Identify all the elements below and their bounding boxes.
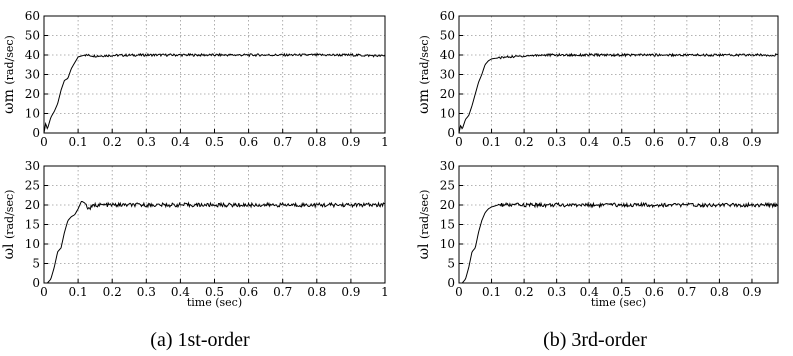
- y-tick-label: 50: [440, 29, 455, 43]
- x-tick-label: 0.7: [677, 285, 696, 299]
- y-tick-label: 40: [440, 48, 455, 62]
- x-tick-label: 0.1: [69, 285, 88, 299]
- x-tick-label: 0: [455, 285, 463, 299]
- y-tick-label: 0: [447, 126, 455, 140]
- x-tick-label: 0.2: [515, 135, 534, 149]
- x-tick-label: 0: [40, 285, 48, 299]
- x-tick-label: 0.5: [612, 135, 631, 149]
- x-tick-label: 0.1: [69, 135, 88, 149]
- x-tick-label: 0.8: [307, 285, 326, 299]
- x-tick-label: 0.7: [273, 135, 292, 149]
- x-tick-label: 0.8: [710, 135, 729, 149]
- y-tick-label: 5: [32, 257, 40, 271]
- series-line: [458, 52, 779, 134]
- x-tick-label: 0.1: [482, 285, 501, 299]
- y-tick-label: 20: [440, 198, 455, 212]
- y-tick-label: 15: [440, 218, 455, 232]
- x-tick-label: 0.4: [580, 285, 599, 299]
- series-line: [459, 201, 779, 284]
- caption-a: (a) 1st-order: [150, 329, 250, 351]
- plot-frame: [43, 165, 386, 284]
- plot-frame: [43, 15, 386, 134]
- y-tick-label: 30: [440, 159, 455, 173]
- x-tick-label: 1: [381, 285, 389, 299]
- x-axis-label: time (sec): [187, 296, 242, 309]
- y-tick-label: 10: [440, 107, 455, 121]
- y-tick-label: 10: [25, 237, 40, 251]
- x-tick-label: 0.2: [103, 135, 122, 149]
- x-tick-label: 0.2: [515, 285, 534, 299]
- x-tick-label: 0.9: [742, 285, 761, 299]
- caption-b: (b) 3rd-order: [543, 329, 647, 351]
- x-tick-label: 0.9: [341, 135, 360, 149]
- x-tick-label: 0.3: [137, 285, 156, 299]
- series-line: [44, 200, 386, 284]
- x-tick-label: 0.5: [612, 285, 631, 299]
- x-tick-label: 0.1: [482, 135, 501, 149]
- x-axis-label: time (sec): [591, 296, 646, 309]
- y-tick-label: 20: [25, 198, 40, 212]
- x-tick-label: 0.4: [580, 135, 599, 149]
- y-tick-label: 20: [25, 87, 40, 101]
- x-tick-label: 0.6: [645, 285, 664, 299]
- x-tick-label: 0.3: [547, 135, 566, 149]
- chart-b-top: 0 0.1 0.2 0.3 0.4 0.5 0.6 0.7 0.8 0.9010203040506…: [416, 9, 779, 149]
- x-tick-label: 0.6: [645, 135, 664, 149]
- y-axis-label: ωl (rad/sec): [416, 190, 432, 260]
- y-tick-label: 60: [440, 9, 455, 23]
- chart-b-bottom: 0 0.1 0.2 0.3 0.4 0.5 0.6 0.7 0.8 0.9051015202530…: [416, 159, 779, 309]
- y-tick-label: 60: [25, 9, 40, 23]
- x-tick-label: 1: [381, 135, 389, 149]
- y-axis-label: ωm (rad/sec): [1, 35, 17, 114]
- y-axis-label: ωl (rad/sec): [1, 190, 17, 260]
- x-tick-label: 0.4: [171, 135, 190, 149]
- y-tick-label: 0: [32, 276, 40, 290]
- y-tick-label: 15: [25, 218, 40, 232]
- x-tick-label: 0.5: [205, 135, 224, 149]
- x-tick-label: 0.7: [677, 135, 696, 149]
- y-tick-label: 20: [440, 87, 455, 101]
- y-tick-label: 0: [447, 276, 455, 290]
- series-line: [43, 52, 386, 134]
- x-tick-label: 0.3: [137, 135, 156, 149]
- y-axis-label: ωm (rad/sec): [416, 35, 432, 114]
- x-tick-label: 0.6: [239, 285, 258, 299]
- x-tick-label: 0.8: [307, 135, 326, 149]
- x-tick-label: 0.2: [103, 285, 122, 299]
- x-tick-label: 0.7: [273, 285, 292, 299]
- y-tick-label: 25: [440, 179, 455, 193]
- x-tick-label: 0.4: [171, 285, 190, 299]
- x-tick-label: 0: [455, 135, 463, 149]
- plot-frame: [458, 165, 779, 284]
- x-tick-label: 0: [40, 135, 48, 149]
- y-tick-label: 30: [25, 68, 40, 82]
- y-tick-label: 10: [440, 237, 455, 251]
- chart-a-top: 0 0.1 0.2 0.3 0.4 0.5 0.6 0.7 0.8 0.9 101020304050…: [1, 9, 389, 149]
- y-tick-label: 40: [25, 48, 40, 62]
- y-tick-label: 30: [25, 159, 40, 173]
- y-tick-label: 25: [25, 179, 40, 193]
- x-tick-label: 0.5: [205, 285, 224, 299]
- chart-panels: 0 0.1 0.2 0.3 0.4 0.5 0.6 0.7 0.8 0.9 101020304050…: [1, 9, 779, 309]
- chart-a-bottom: 0 0.1 0.2 0.3 0.4 0.5 0.6 0.7 0.8 0.9 105101520253…: [1, 159, 389, 309]
- y-tick-label: 30: [440, 68, 455, 82]
- x-tick-label: 0.6: [239, 135, 258, 149]
- y-tick-label: 10: [25, 107, 40, 121]
- x-tick-label: 0.9: [742, 135, 761, 149]
- x-tick-label: 0.3: [547, 285, 566, 299]
- y-tick-label: 50: [25, 29, 40, 43]
- y-tick-label: 5: [447, 257, 455, 271]
- x-tick-label: 0.9: [341, 285, 360, 299]
- x-tick-label: 0.8: [710, 285, 729, 299]
- plot-frame: [458, 15, 779, 134]
- y-tick-label: 0: [32, 126, 40, 140]
